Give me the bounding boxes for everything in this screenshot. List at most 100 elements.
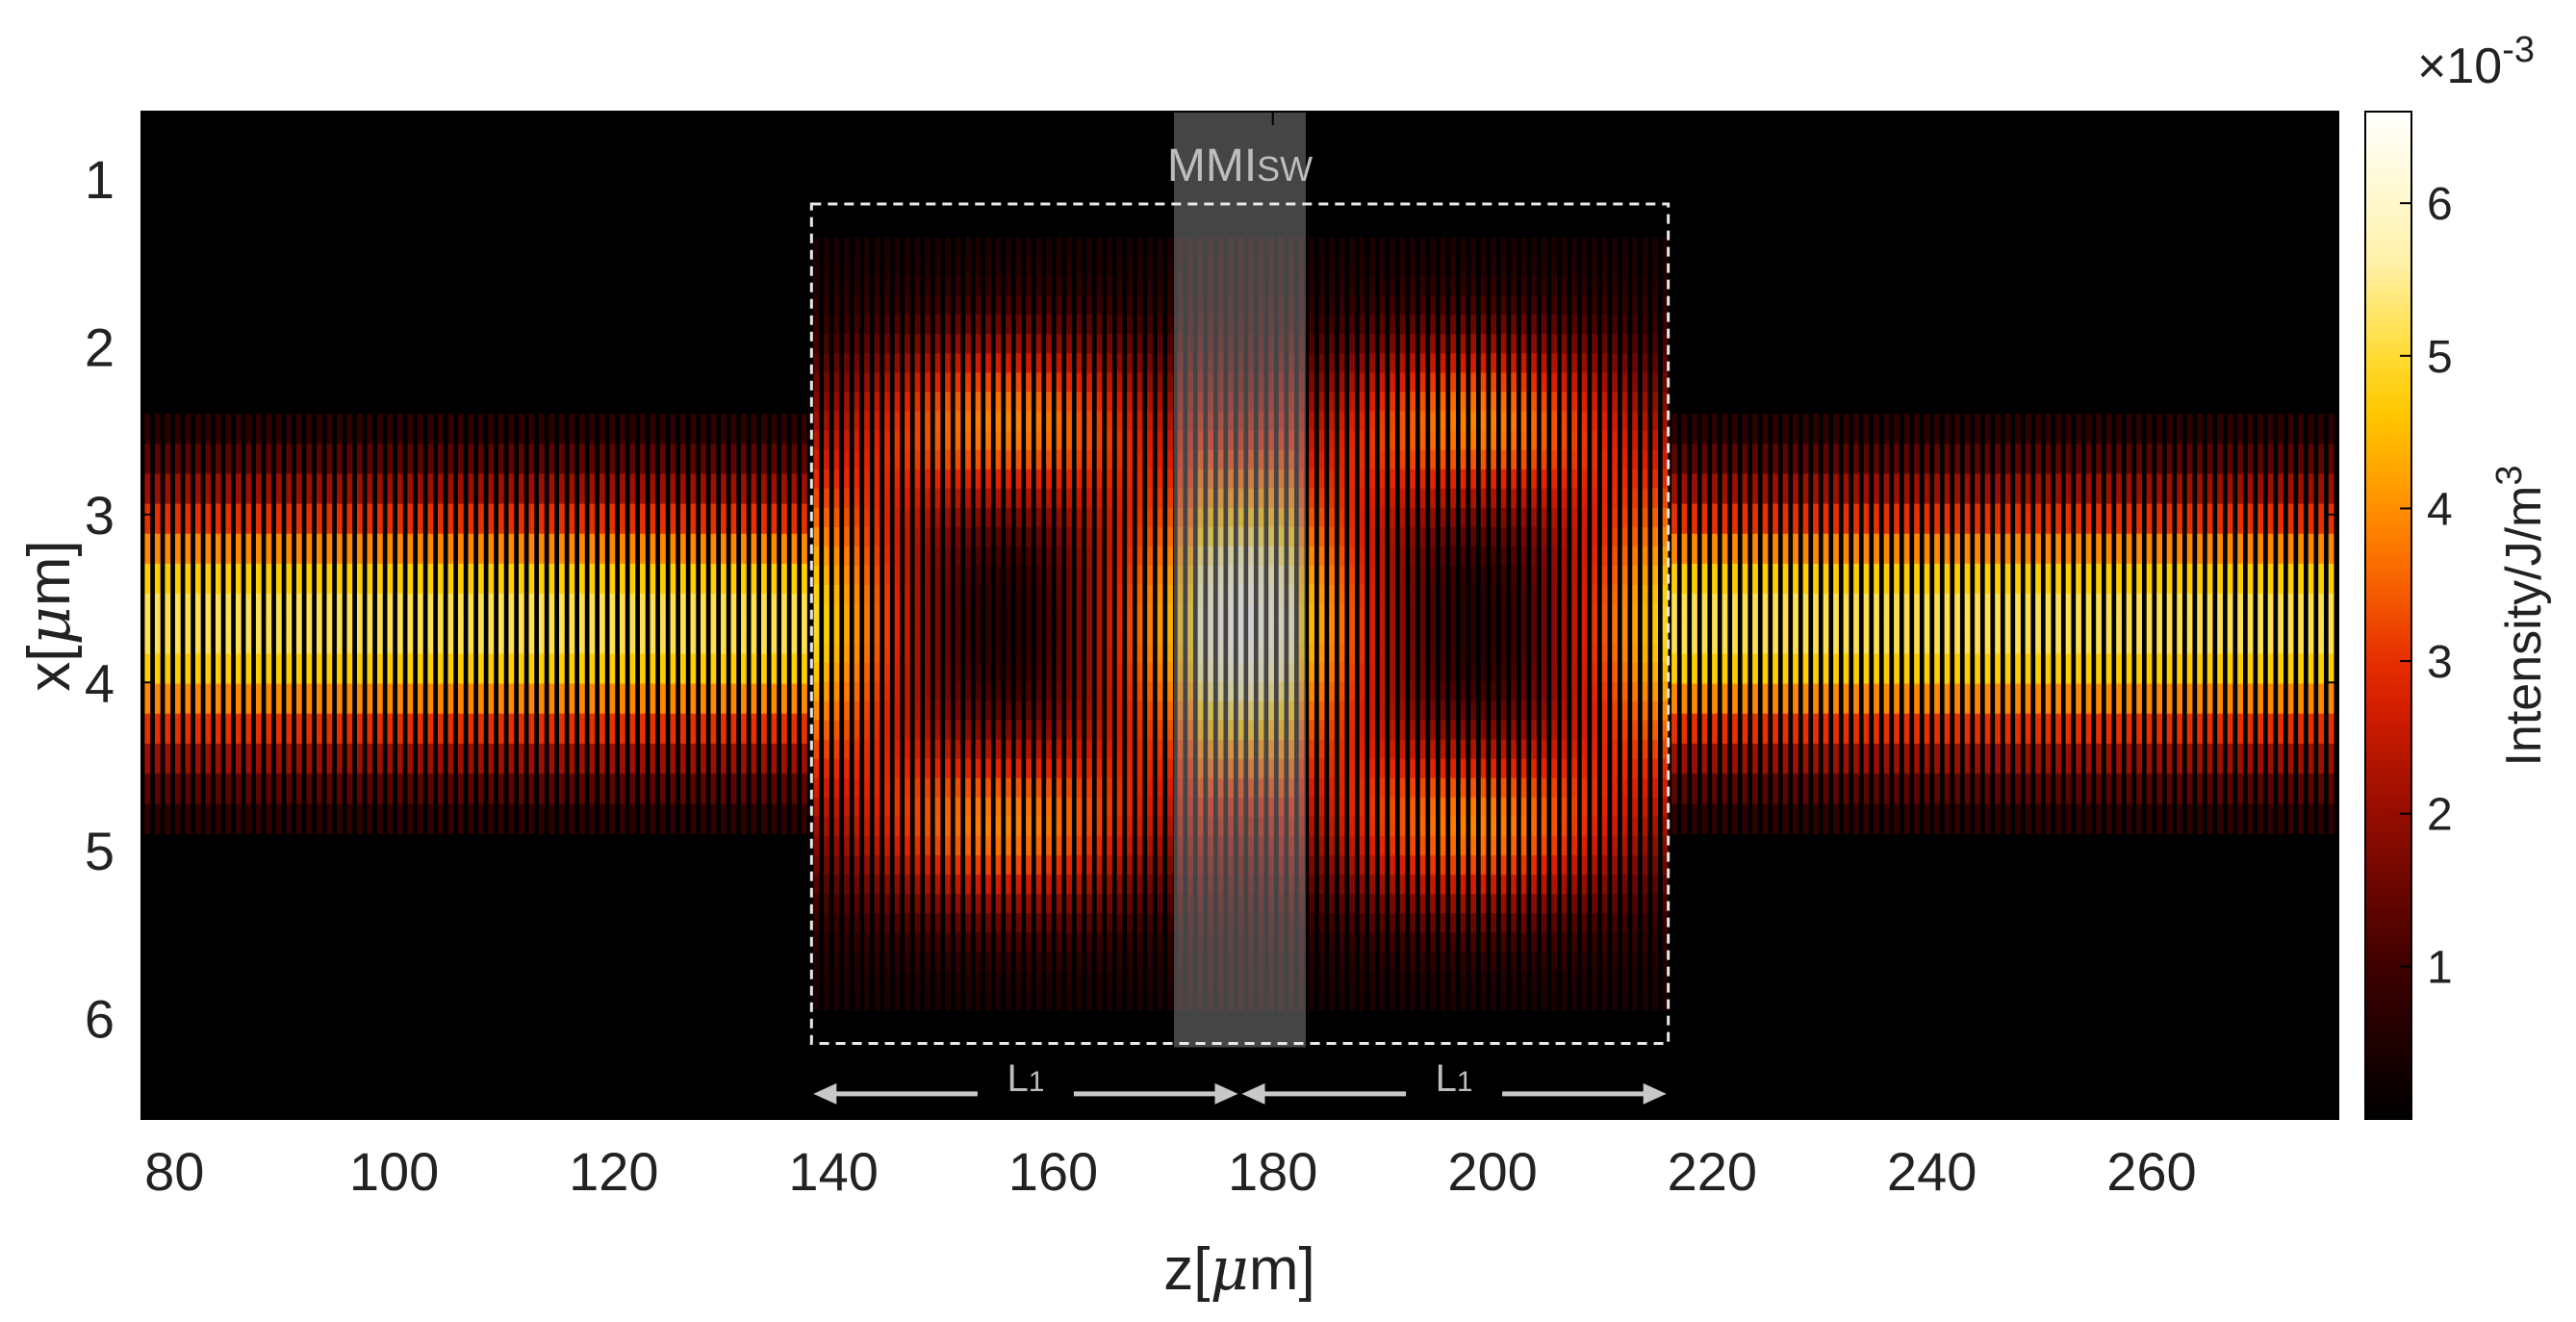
mmi-cell xyxy=(1419,237,1426,258)
mmi-cell xyxy=(1237,295,1244,316)
output-waveguide-cell xyxy=(1843,803,1849,834)
input-waveguide-cell xyxy=(569,503,575,535)
output-waveguide-stripe xyxy=(2257,414,2263,834)
mmi-cell xyxy=(1480,411,1487,432)
mmi-cell xyxy=(934,643,941,663)
mmi-cell xyxy=(1379,295,1386,316)
input-waveguide-cell xyxy=(609,473,616,505)
output-waveguide-stripe xyxy=(1681,414,1688,834)
mmi-cell xyxy=(1197,295,1204,316)
mmi-stripe xyxy=(934,237,941,1011)
output-waveguide-cell xyxy=(2237,473,2243,505)
input-waveguide-cell xyxy=(508,414,515,445)
input-waveguide-cell xyxy=(721,774,727,804)
output-waveguide-cell xyxy=(1742,503,1748,535)
mmi-cell xyxy=(1460,681,1467,702)
mmi-cell xyxy=(1470,449,1476,470)
input-waveguide-cell xyxy=(165,683,171,715)
mmi-cell xyxy=(1440,623,1446,644)
mmi-cell xyxy=(833,681,840,702)
mmi-cell xyxy=(1006,623,1011,644)
mmi-cell xyxy=(1096,256,1103,277)
mmi-cell xyxy=(1006,295,1011,316)
mmi-cell xyxy=(1177,488,1184,509)
mmi-cell xyxy=(1520,585,1527,605)
output-waveguide-cell xyxy=(2197,414,2203,445)
output-waveguide-stripe xyxy=(2206,414,2213,834)
mmi-cell xyxy=(914,855,921,876)
output-waveguide-cell xyxy=(1914,503,1920,535)
mmi-cell xyxy=(1359,777,1365,799)
mmi-cell xyxy=(1228,392,1234,413)
mmi-cell xyxy=(1440,237,1446,258)
mmi-cell xyxy=(1410,372,1416,394)
output-waveguide-cell xyxy=(1762,563,1769,595)
mmi-cell xyxy=(1086,720,1092,741)
input-waveguide-cell xyxy=(802,594,807,624)
mmi-cell xyxy=(1419,797,1426,818)
mmi-stripe xyxy=(1086,237,1092,1011)
input-waveguide-cell xyxy=(144,444,151,475)
mmi-cell xyxy=(1086,315,1092,335)
mmi-cell xyxy=(1390,662,1395,683)
mmi-cell xyxy=(1056,566,1062,586)
input-waveguide-cell xyxy=(730,713,737,745)
output-waveguide-cell xyxy=(1944,713,1951,745)
input-waveguide-cell xyxy=(802,713,807,745)
mmi-cell xyxy=(1015,952,1022,973)
input-waveguide-cell xyxy=(548,563,555,595)
mmi-cell xyxy=(1248,700,1254,722)
output-waveguide-cell xyxy=(1984,623,1991,654)
input-waveguide-cell xyxy=(266,683,272,715)
mmi-cell xyxy=(925,875,931,895)
mmi-cell xyxy=(1480,430,1487,451)
input-waveguide-stripe xyxy=(245,414,252,834)
mmi-cell xyxy=(1228,585,1234,605)
mmi-cell xyxy=(1107,681,1112,702)
mmi-cell xyxy=(1086,237,1092,258)
mmi-cell xyxy=(1217,662,1224,683)
input-waveguide-cell xyxy=(174,503,181,535)
mmi-cell xyxy=(1450,256,1456,277)
mmi-cell xyxy=(1491,256,1496,277)
mmi-cell xyxy=(1076,720,1083,741)
mmi-cell xyxy=(1440,526,1446,547)
mmi-cell xyxy=(833,604,840,624)
output-waveguide-cell xyxy=(2257,713,2263,745)
input-waveguide-cell xyxy=(548,503,555,535)
output-waveguide-cell xyxy=(2197,444,2203,475)
mmi-cell xyxy=(1349,875,1355,895)
mmi-cell xyxy=(1086,913,1092,933)
mmi-cell xyxy=(975,449,982,470)
output-waveguide-cell xyxy=(2227,743,2233,775)
mmi-cell xyxy=(813,758,820,779)
mmi-cell xyxy=(1430,566,1436,586)
output-waveguide-cell xyxy=(1732,743,1738,775)
output-waveguide-cell xyxy=(2045,414,2052,445)
mmi-cell xyxy=(1450,623,1456,644)
mmi-cell xyxy=(874,932,880,953)
input-waveguide-cell xyxy=(447,774,454,804)
input-waveguide-cell xyxy=(376,473,383,505)
input-waveguide-cell xyxy=(579,653,585,685)
output-waveguide-cell xyxy=(1954,414,1960,445)
output-waveguide-stripe xyxy=(1944,414,1951,834)
mmi-cell xyxy=(1086,353,1092,373)
mmi-cell xyxy=(1419,875,1426,895)
input-waveguide-cell xyxy=(306,653,313,685)
mmi-cell xyxy=(1086,449,1092,470)
mmi-cell xyxy=(1551,430,1558,451)
mmi-cell xyxy=(1470,237,1476,258)
mmi-cell xyxy=(1177,855,1184,876)
mmi-cell xyxy=(985,507,991,528)
mmi-cell xyxy=(1369,990,1375,1011)
mmi-cell xyxy=(1470,894,1476,914)
mmi-cell xyxy=(1531,585,1538,605)
mmi-cell xyxy=(824,797,829,818)
mmi-cell xyxy=(1551,276,1558,296)
mmi-cell xyxy=(985,334,991,354)
mmi-cell xyxy=(1046,237,1052,258)
output-waveguide-cell xyxy=(2156,774,2162,804)
output-waveguide-cell xyxy=(2035,683,2041,715)
output-waveguide-cell xyxy=(1843,713,1849,745)
